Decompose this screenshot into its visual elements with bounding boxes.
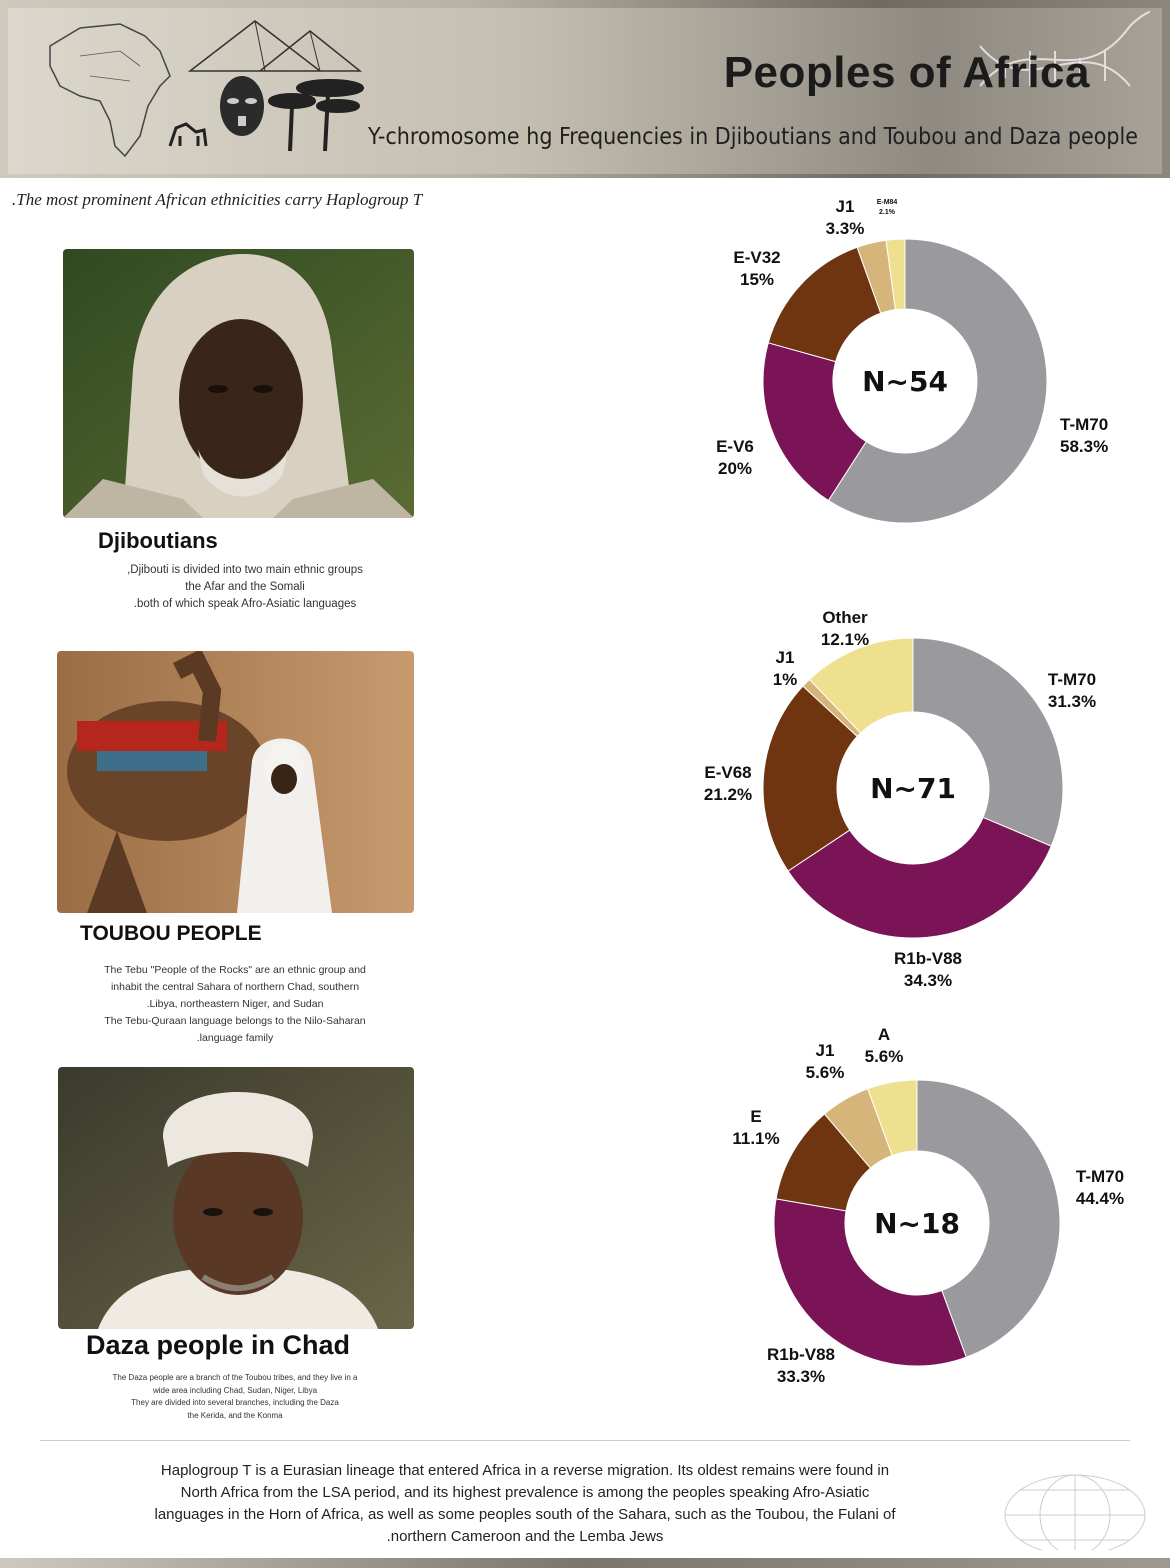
- donut-slice-e-v6: [762, 342, 867, 502]
- slice-value-label: 21.2%: [704, 785, 752, 804]
- sample-size-label: N~54: [862, 365, 948, 398]
- group-name-toubou: TOUBOU PEOPLE: [80, 922, 262, 945]
- slice-label: E-M84: [877, 199, 898, 206]
- africa-map-icon: [49, 23, 171, 158]
- group-name-djiboutians: Djiboutians: [98, 528, 218, 553]
- daza-man-photo: [58, 1067, 414, 1329]
- page-subtitle: Y-chromosome hg Frequencies in Djiboutia…: [367, 124, 1138, 150]
- group-name-daza: Daza people in Chad: [86, 1330, 351, 1360]
- desc-line: The Daza people are a branch of the Toub…: [112, 1373, 358, 1382]
- slice-value-label: 15%: [740, 270, 774, 289]
- desc-line: .both of which speak Afro-Asiatic langua…: [133, 598, 357, 610]
- desc-line: The Tebu-Quraan language belongs to the …: [104, 1015, 366, 1027]
- slice-label: T-M70: [1076, 1167, 1124, 1186]
- slice-label: E: [750, 1107, 761, 1126]
- donut-slice-t-m70: [827, 238, 1048, 524]
- footer-divider: [40, 1440, 1130, 1441]
- slice-value-label: 5.6%: [865, 1047, 904, 1066]
- slice-label: E-V6: [716, 437, 754, 456]
- donut-slice-t-m70: [916, 1079, 1061, 1358]
- donut-chart-svg: T-M70 44.4% R1b-V88 33.3% E 11.1% J1 5.6% A 5.6% N…: [732, 1025, 1124, 1386]
- slice-label: Other: [822, 608, 868, 627]
- donut-slice-t-m70: [912, 637, 1064, 847]
- desc-line: the Afar and the Somali: [185, 581, 305, 593]
- slice-value-label: 2.1%: [879, 209, 896, 216]
- donut-chart-djiboutians: T-M70 58.3% E-V6 20% E-V32 15% J1 3.3% E-M84 2.1%…: [640, 190, 1170, 550]
- desc-line: inhabit the central Sahara of northern C…: [110, 981, 360, 993]
- slice-value-label: 44.4%: [1076, 1189, 1124, 1208]
- slice-value-label: 34.3%: [904, 971, 952, 990]
- pyramids-icon: [187, 20, 363, 72]
- group-desc-toubou: The Tebu "People of the Rocks" are an et…: [60, 962, 410, 1047]
- slice-label: J1: [816, 1041, 835, 1060]
- donut-chart-svg: T-M70 31.3% R1b-V88 34.3% E-V68 21.2% J1 1% Othe…: [704, 608, 1096, 990]
- desc-line: wide area including Chad, Sudan, Niger, …: [152, 1385, 318, 1395]
- donut-slice-r1b-v88: [773, 1198, 967, 1367]
- donut-slice-e-v68: [762, 685, 858, 872]
- slice-value-label: 1%: [773, 670, 798, 689]
- globe-icon: [1004, 1474, 1146, 1550]
- donut-chart-toubou: T-M70 31.3% R1b-V88 34.3% E-V68 21.2% J1 1% Othe…: [640, 600, 1170, 1000]
- slice-label: R1b-V88: [894, 949, 962, 968]
- slice-label: A: [878, 1025, 890, 1044]
- sample-size-label: N~71: [870, 772, 956, 805]
- group-desc-daza: The Daza people are a branch of the Toub…: [60, 1372, 410, 1422]
- tagline: .The most prominent African ethnicities …: [12, 190, 423, 209]
- slice-value-label: 33.3%: [777, 1367, 825, 1386]
- desc-line: ,Djibouti is divided into two main ethni…: [127, 564, 363, 576]
- footer-line: .northern Cameroon and the Lemba Jews: [386, 1528, 664, 1545]
- desc-line: They are divided into several branches, …: [131, 1398, 339, 1407]
- slice-label: R1b-V88: [767, 1345, 835, 1364]
- donut-hole: [834, 310, 976, 452]
- sample-size-label: N~18: [874, 1207, 960, 1240]
- page-title: Peoples of Africa: [723, 48, 1090, 97]
- donut-slice-a: [867, 1079, 918, 1157]
- slice-label: J1: [836, 197, 855, 216]
- footer-line: North Africa from the LSA period, and it…: [180, 1484, 870, 1501]
- desc-line: .Libya, northeastern Niger, and Sudan: [146, 998, 324, 1010]
- donut-slice-other: [808, 637, 914, 734]
- donut-slice-e-m84: [885, 238, 906, 311]
- slice-label: E-V32: [733, 248, 780, 267]
- slice-value-label: 20%: [718, 459, 752, 478]
- desc-line: The Tebu "People of the Rocks" are an et…: [104, 964, 366, 976]
- donut-slice-r1b-v88: [787, 816, 1052, 939]
- slice-value-label: 58.3%: [1060, 437, 1108, 456]
- desc-line: the Kerida, and the Konma: [187, 1410, 283, 1420]
- slice-label: E-V68: [704, 763, 751, 782]
- slice-value-label: 3.3%: [826, 219, 865, 238]
- donut-hole: [838, 713, 988, 863]
- toubou-man-with-camels-photo: [57, 651, 414, 913]
- slice-value-label: 12.1%: [821, 630, 869, 649]
- mask-icon: [220, 76, 264, 136]
- group-desc-djiboutians: ,Djibouti is divided into two main ethni…: [80, 562, 410, 613]
- bottom-bar: [0, 1558, 1170, 1568]
- header-illustration: [49, 10, 1150, 158]
- footer-line: languages in the Horn of Africa, as well…: [154, 1506, 896, 1523]
- slice-label: J1: [776, 648, 795, 667]
- slice-label: T-M70: [1060, 415, 1108, 434]
- desc-line: .language family: [196, 1032, 274, 1044]
- slice-label: T-M70: [1048, 670, 1096, 689]
- djiboutian-man-photo: [63, 249, 414, 518]
- donut-chart-svg: T-M70 58.3% E-V6 20% E-V32 15% J1 3.3% E-M84 2.1%…: [716, 197, 1108, 524]
- donut-chart-daza: T-M70 44.4% R1b-V88 33.3% E 11.1% J1 5.6% A 5.6% N…: [640, 1020, 1170, 1400]
- donut-hole: [846, 1152, 988, 1294]
- header-banner: Peoples of Africa Y-chromosome hg Freque…: [0, 0, 1170, 178]
- slice-value-label: 11.1%: [732, 1129, 779, 1148]
- slice-value-label: 31.3%: [1048, 692, 1096, 711]
- acacia-trees-icon: [268, 79, 364, 152]
- slice-value-label: 5.6%: [806, 1063, 845, 1082]
- footer-line: Haplogroup T is a Eurasian lineage that …: [160, 1462, 890, 1479]
- camel-icon: [168, 122, 208, 147]
- header-band: [8, 8, 1162, 174]
- dna-helix-icon: [979, 10, 1150, 87]
- footer-text: Haplogroup T is a Eurasian lineage that …: [60, 1460, 990, 1548]
